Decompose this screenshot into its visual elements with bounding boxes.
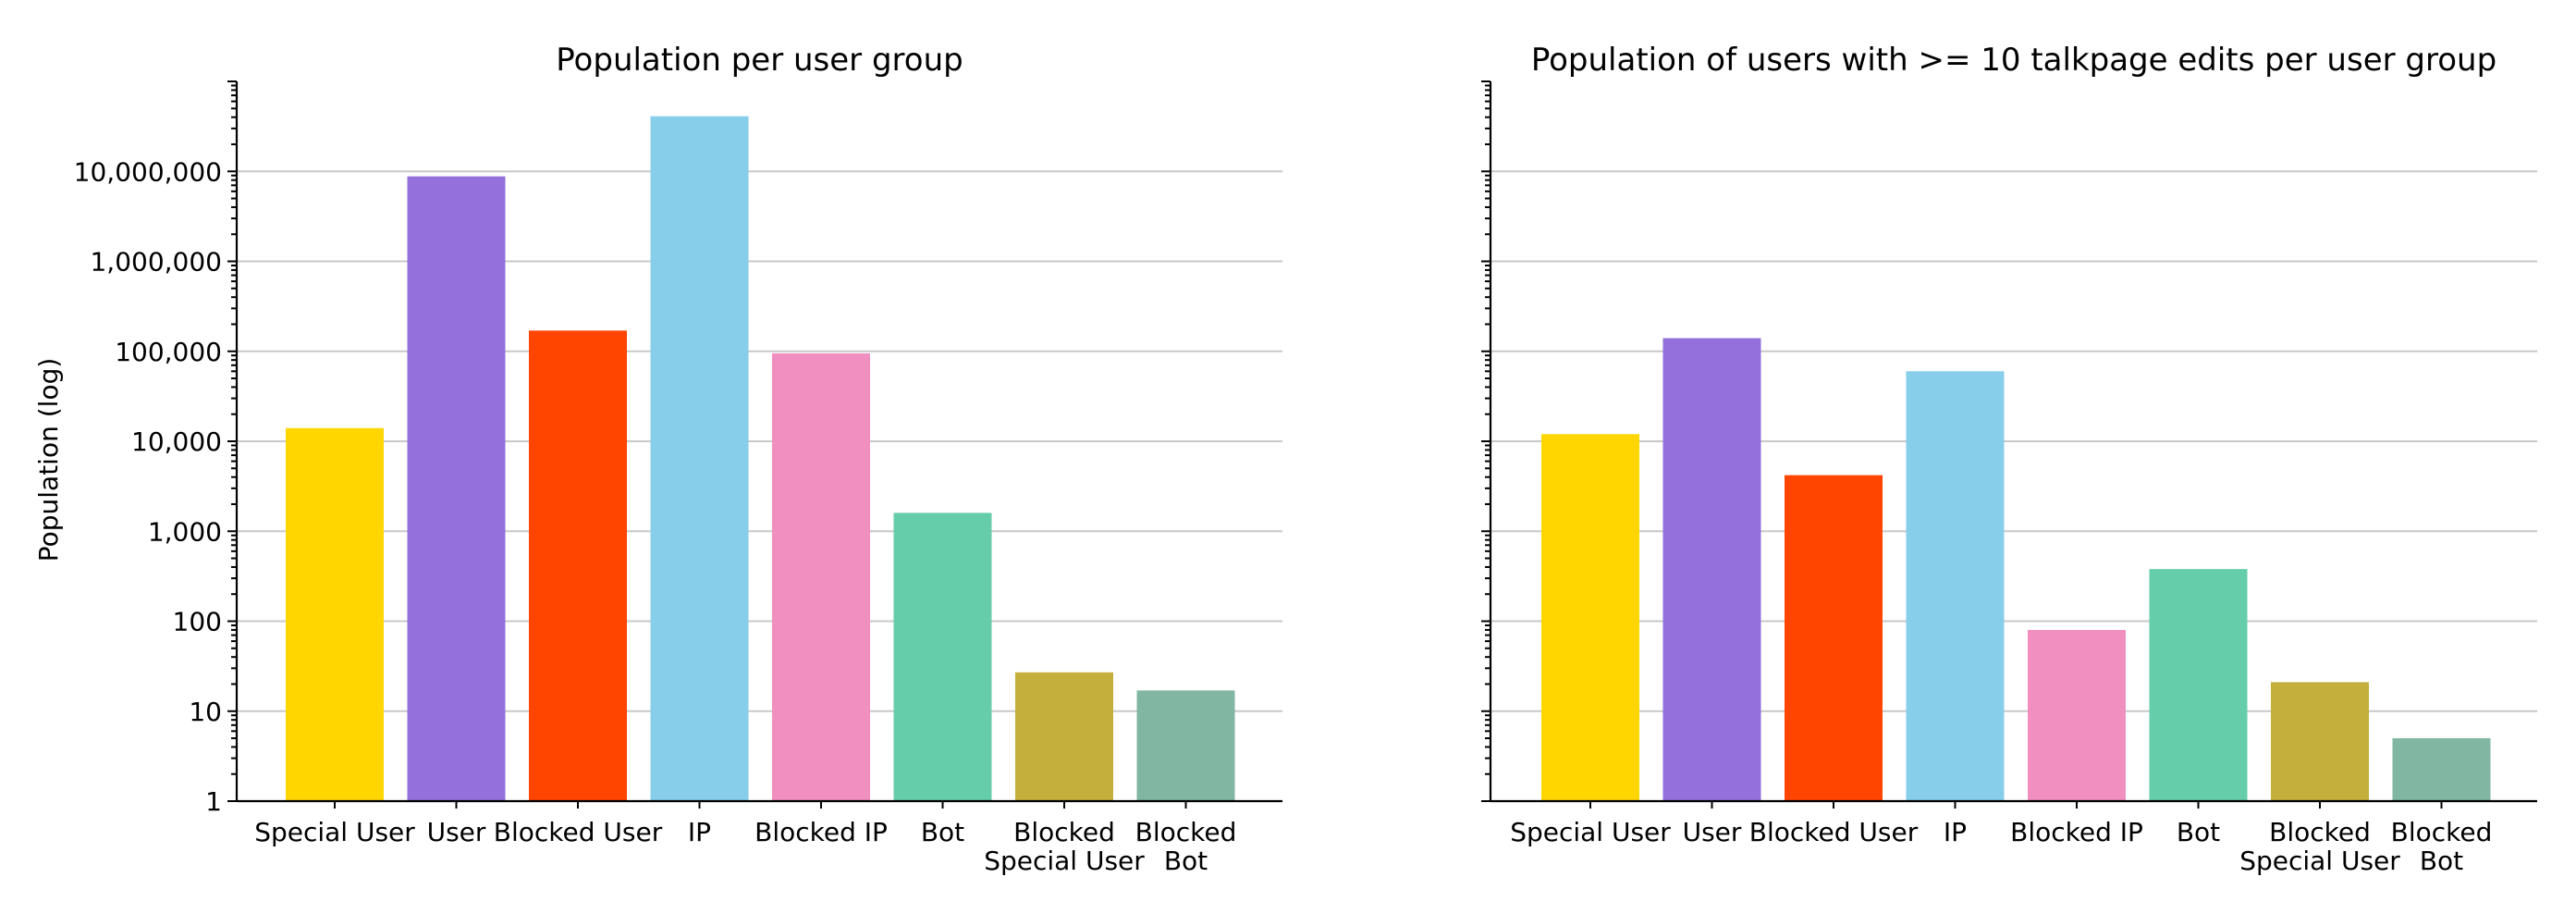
y-tick-label: 10,000 — [131, 426, 222, 457]
bar — [772, 352, 870, 801]
bar — [1015, 672, 1113, 801]
bar — [1136, 690, 1235, 801]
y-tick-label: 1,000 — [148, 516, 222, 547]
y-tick-label: 100,000 — [115, 337, 222, 367]
bar — [529, 330, 627, 801]
y-tick-label: 10,000,000 — [74, 156, 222, 187]
y-axis-label: Population (log) — [33, 358, 64, 562]
x-tick-label: User — [1683, 817, 1742, 847]
y-tick-label: 10 — [189, 697, 222, 727]
x-tick-label: Blocked — [2269, 817, 2371, 847]
x-tick-label: Blocked — [1013, 817, 1115, 847]
x-tick-label: IP — [1944, 817, 1967, 847]
chart-population-per-user-group: 1 10 100 1,000 10,000 100,000 1,000,000 10,000,… — [33, 42, 1282, 876]
x-tick-label: Blocked IP — [754, 817, 888, 847]
y-tick-label: 1 — [205, 786, 222, 817]
y-tick-label: 100 — [173, 607, 222, 637]
chart-title: Population per user group — [556, 42, 963, 79]
bar — [286, 427, 384, 801]
x-tick-label: Bot — [2177, 817, 2220, 847]
x-tick-label: Bot — [2420, 846, 2463, 876]
bar — [2271, 682, 2369, 801]
bar — [650, 116, 749, 802]
x-tick-label: Special User — [254, 817, 415, 847]
x-tick-label: Blocked User — [494, 817, 663, 847]
x-tick-label: Bot — [921, 817, 964, 847]
bar — [407, 176, 506, 802]
x-tick-label: Blocked IP — [2010, 817, 2143, 847]
bar — [2392, 738, 2491, 801]
bar — [1662, 338, 1761, 801]
x-tick-label: Special User — [2239, 846, 2400, 876]
bar — [1785, 475, 1883, 801]
bar — [1541, 434, 1639, 801]
chart-population-talkpage-edits: Special User User Blocked User IP Blocked IP… — [1481, 42, 2537, 876]
bar — [2149, 569, 2248, 801]
y-tick-label: 1,000,000 — [90, 247, 222, 278]
x-tick-label: IP — [688, 817, 711, 847]
x-tick-label: Bot — [1164, 846, 1208, 876]
x-tick-label: User — [427, 817, 486, 847]
x-tick-label: Blocked User — [1749, 817, 1919, 847]
x-tick-label: Blocked — [2391, 817, 2493, 847]
x-tick-label: Special User — [984, 846, 1145, 876]
x-tick-label: Blocked — [1135, 817, 1237, 847]
bar — [2028, 629, 2126, 801]
x-tick-label: Special User — [1510, 817, 1671, 847]
bar — [1906, 371, 2005, 801]
chart-title: Population of users with >= 10 talkpage … — [1531, 42, 2496, 79]
bar — [893, 513, 992, 801]
